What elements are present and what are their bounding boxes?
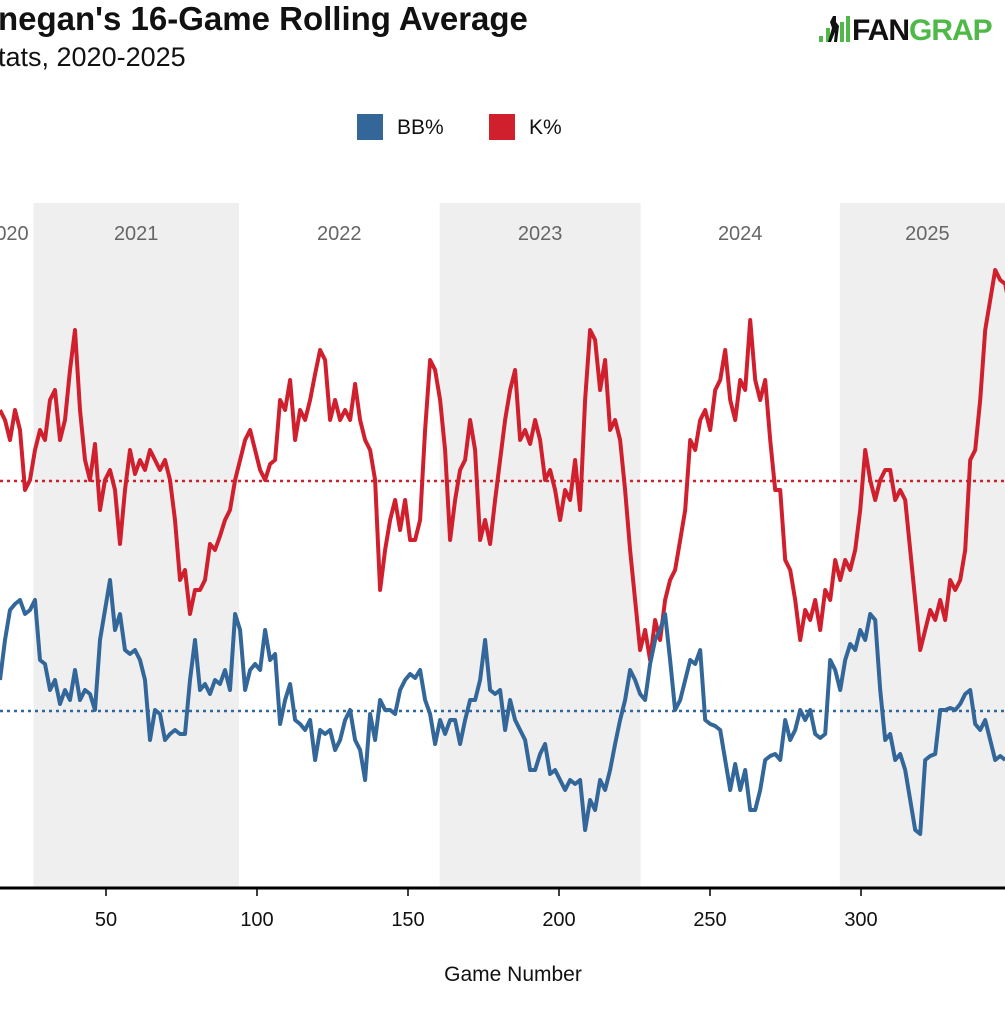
series-line-BB-pct <box>0 578 1005 836</box>
season-label-2025: 2025 <box>905 223 950 245</box>
logo-bars-icon <box>819 16 850 42</box>
legend-label-K-pct: K% <box>529 116 562 139</box>
season-label-2022: 2022 <box>317 223 362 245</box>
season-band-2021 <box>33 203 239 888</box>
chart-subtitle: tats, 2020-2025 <box>0 42 186 72</box>
x-tick-label-300: 300 <box>844 909 877 931</box>
season-label-2023: 2023 <box>518 223 563 245</box>
x-tick-label-150: 150 <box>391 909 424 931</box>
season-label-2021: 2021 <box>114 223 159 245</box>
legend-label-BB-pct: BB% <box>397 116 444 139</box>
x-tick-label-50: 50 <box>95 909 117 931</box>
season-label-2020: 020 <box>0 223 29 245</box>
chart-title: negan's 16-Game Rolling Average <box>0 0 528 37</box>
fangraphs-logo: FAN GRAP <box>818 12 993 47</box>
x-tick-label-200: 200 <box>542 909 575 931</box>
season-label-2024: 2024 <box>718 223 763 245</box>
x-tick-label-250: 250 <box>693 909 726 931</box>
series-line-K-pct <box>0 268 1005 662</box>
legend-swatch-BB-pct <box>357 114 383 140</box>
x-axis-title: Game Number <box>444 963 582 986</box>
logo-text-fan: FAN <box>852 14 910 47</box>
x-tick-label-100: 100 <box>240 909 273 931</box>
season-band-2023 <box>439 203 641 888</box>
logo-text-graphs: GRAP <box>909 14 993 47</box>
legend-swatch-K-pct <box>489 114 515 140</box>
